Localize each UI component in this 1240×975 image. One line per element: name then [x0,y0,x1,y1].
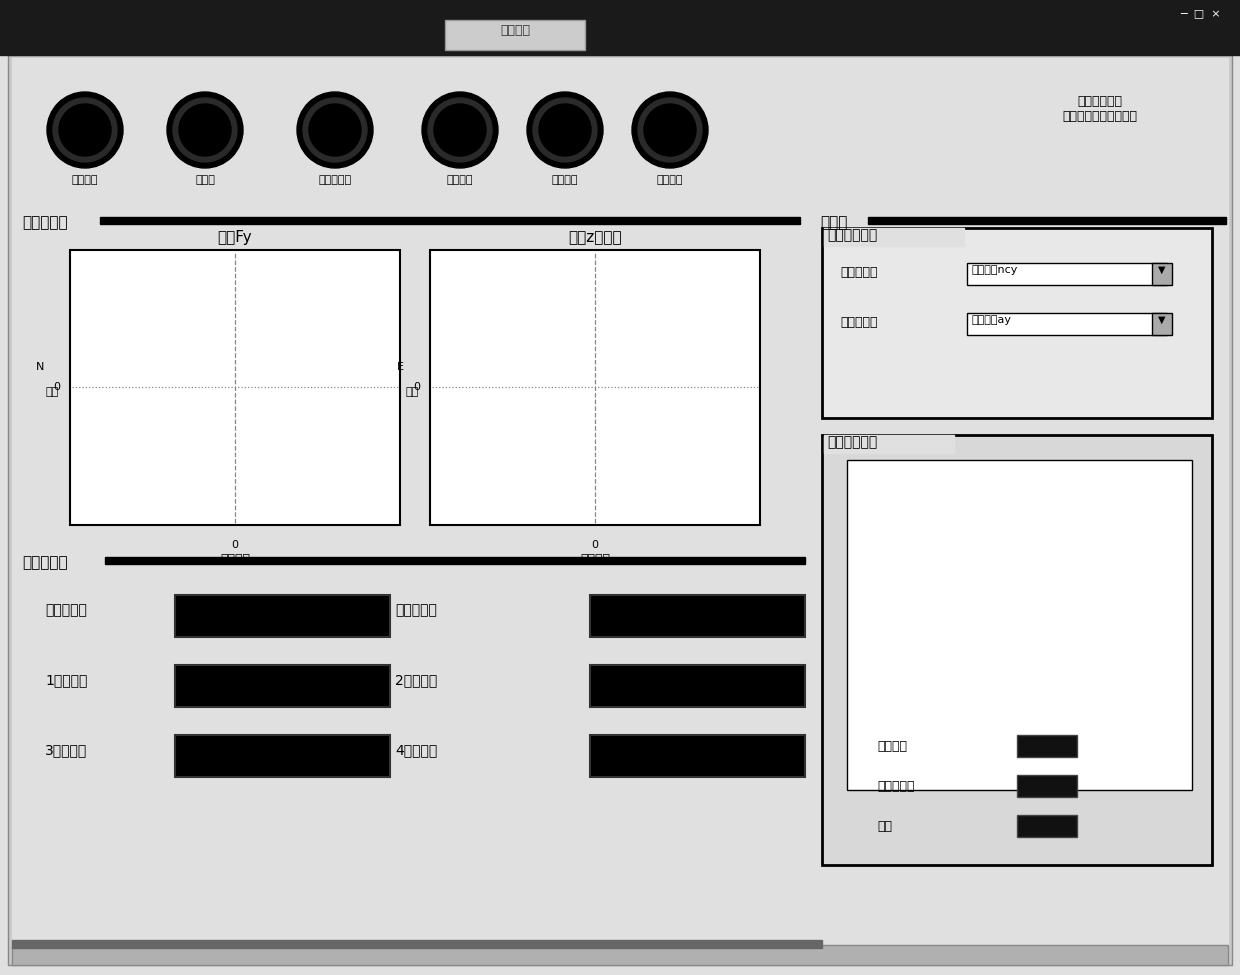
Bar [105,557,805,564]
Circle shape [434,104,486,156]
Circle shape [303,98,367,162]
Bar [12,945,1228,965]
Bar [69,250,401,525]
Text: 参数设置: 参数设置 [72,175,98,185]
Circle shape [644,104,696,156]
Bar [1017,735,1078,757]
Text: 2号舵偏角: 2号舵偏角 [396,673,438,687]
Text: 图形显示区: 图形显示区 [22,215,68,230]
Text: 功能区: 功能区 [820,215,847,230]
Bar [12,940,822,948]
Text: 单位: 单位 [405,387,419,397]
Bar [175,735,391,777]
Text: 升力Fy: 升力Fy [218,230,252,245]
Text: 仿真停止: 仿真停止 [657,175,683,185]
Text: 4号舵偏角: 4号舵偏角 [396,743,438,757]
Bar [825,435,954,453]
Circle shape [422,92,498,168]
Bar [100,217,800,224]
Text: 仿真开始: 仿真开始 [552,175,578,185]
Text: 第二绘图区: 第二绘图区 [839,316,878,329]
Bar [175,595,391,637]
Bar [1152,313,1172,335]
Text: 第一绘图区: 第一绘图区 [839,266,878,279]
Text: 数据另存为: 数据另存为 [319,175,352,185]
Circle shape [179,104,231,156]
Text: 系统状态信息: 系统状态信息 [827,435,877,449]
Bar [825,228,963,246]
Bar [590,735,805,777]
Text: 0: 0 [591,540,599,550]
Circle shape [47,92,123,168]
Bar [590,595,805,637]
Circle shape [533,98,596,162]
Bar [430,250,760,525]
Bar [175,665,391,707]
Bar [967,263,1167,285]
Text: 纵向线偏差: 纵向线偏差 [396,603,436,617]
Bar [1017,775,1078,797]
Text: ─  □  ×: ─ □ × [1180,8,1220,18]
Text: 仿真系统: 仿真系统 [500,24,529,37]
Text: ▼: ▼ [1158,265,1166,275]
Circle shape [639,98,702,162]
Circle shape [428,98,492,162]
Text: 半实物仿真: 半实物仿真 [877,780,915,793]
Bar [967,313,1167,335]
Text: 时间：秒: 时间：秒 [580,553,610,566]
Circle shape [167,92,243,168]
Circle shape [632,92,708,168]
Text: 单位: 单位 [46,387,58,397]
Bar [822,228,1211,418]
Circle shape [174,98,237,162]
Text: 导弹z轴位置: 导弹z轴位置 [568,230,621,245]
Bar [590,665,805,707]
Text: 绘图参数设置: 绘图参数设置 [827,228,877,242]
Bar [0,0,1240,55]
Text: 3号舵偏角: 3号舵偏角 [45,743,87,757]
Text: 数字仿真: 数字仿真 [877,740,906,753]
Circle shape [539,104,591,156]
Text: 数据显示区: 数据显示区 [22,555,68,570]
Circle shape [60,104,112,156]
Circle shape [309,104,361,156]
Text: 状态: 状态 [877,820,892,833]
Bar [1152,263,1172,285]
Text: 0: 0 [232,540,238,550]
Bar [1017,815,1078,837]
Text: 位置定额ay: 位置定额ay [972,315,1012,325]
Text: 横向线偏差: 横向线偏差 [45,603,87,617]
Text: 西北工业大学
精确制导与控制研究所: 西北工业大学 精确制导与控制研究所 [1063,95,1137,123]
Circle shape [527,92,603,168]
Text: 初始化: 初始化 [195,175,215,185]
Text: 1号舵偏角: 1号舵偏角 [45,673,87,687]
Circle shape [53,98,117,162]
Circle shape [298,92,373,168]
Text: ▼: ▼ [1158,315,1166,325]
Text: 仿真模像: 仿真模像 [446,175,474,185]
Text: 指令定额ncy: 指令定额ncy [972,265,1018,275]
Text: 时间：秒: 时间：秒 [219,553,250,566]
Bar [868,217,1226,224]
Text: E: E [397,362,403,372]
Bar [822,435,1211,865]
Text: 0: 0 [53,382,60,392]
Bar [445,20,585,50]
Bar [847,460,1192,790]
Text: 0: 0 [413,382,420,392]
Text: N: N [36,362,45,372]
